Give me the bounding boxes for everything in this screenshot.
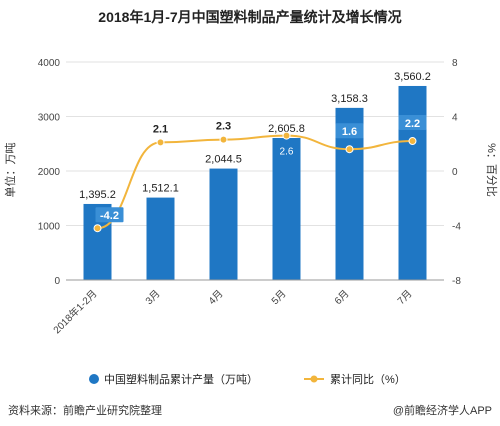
- x-tick-label: 7月: [395, 288, 414, 307]
- bar-value-label: 3,158.3: [331, 93, 368, 105]
- left-tick-label: 1000: [38, 222, 61, 233]
- right-axis-label: %：百分比: [485, 143, 498, 197]
- right-tick-label: -8: [452, 276, 461, 287]
- bar: [146, 197, 175, 280]
- line-label-box: [95, 207, 124, 223]
- line-value-label: 2.6: [280, 147, 294, 158]
- line-point: [408, 137, 417, 146]
- line-label-box: [398, 115, 427, 131]
- x-tick-label: 5月: [269, 288, 288, 307]
- x-tick-label: 2018年1-2月: [50, 287, 99, 336]
- line-point: [345, 145, 354, 154]
- left-tick-label: 2000: [38, 167, 61, 178]
- x-tick-label: 6月: [332, 288, 351, 307]
- bar-value-label: 1,512.1: [142, 183, 179, 195]
- bar-value-label: 1,395.2: [79, 189, 116, 201]
- right-tick-label: 8: [452, 58, 458, 69]
- legend-line-label: 累计同比（%）: [330, 373, 406, 386]
- legend-bar-marker: [89, 374, 99, 384]
- line-point: [219, 135, 228, 144]
- line-point: [282, 131, 291, 140]
- line-point: [156, 138, 165, 147]
- left-axis-label: 单位：万吨: [3, 143, 17, 198]
- right-tick-label: -4: [452, 222, 461, 233]
- chart-title: 2018年1月-7月中国塑料制品产量统计及增长情况: [98, 9, 401, 25]
- legend-line-marker: [310, 375, 318, 383]
- bar: [209, 168, 238, 280]
- right-tick-label: 0: [452, 167, 458, 178]
- bar-series: 1,395.2 1,512.1 2,044.5 2,605.8 3,158.3 3,560…: [79, 71, 431, 280]
- x-tick-label: 3月: [143, 288, 162, 307]
- left-tick-label: 4000: [38, 58, 61, 69]
- bar-value-label: 2,605.8: [268, 123, 305, 135]
- line-value-label: 2.1: [153, 123, 168, 135]
- line-point: [93, 224, 102, 233]
- right-tick-label: 4: [452, 113, 458, 124]
- brand-note: @前瞻经济学人APP: [393, 403, 492, 417]
- line-value-label: 1.6: [342, 126, 357, 138]
- x-tick-label: 4月: [206, 288, 225, 307]
- legend: 中国塑料制品累计产量（万吨） 累计同比（%）: [89, 372, 406, 386]
- source-note: 资料来源：前瞻产业研究院整理: [8, 403, 162, 417]
- left-tick-label: 3000: [38, 113, 61, 124]
- bar: [272, 137, 301, 280]
- bar-value-label: 3,560.2: [394, 71, 431, 83]
- line-value-label: 2.3: [216, 121, 231, 133]
- left-tick-label: 0: [54, 276, 60, 287]
- line-label-box: [335, 123, 364, 139]
- legend-bar-label: 中国塑料制品累计产量（万吨）: [104, 372, 258, 386]
- grid: [66, 61, 444, 281]
- bar-value-label: 2,044.5: [205, 154, 242, 166]
- line-value-label: -4.2: [100, 210, 119, 222]
- line-series: -4.2 2.1 2.3 2.6 1.6 2.2: [93, 115, 427, 233]
- line-value-label: 2.2: [405, 118, 420, 130]
